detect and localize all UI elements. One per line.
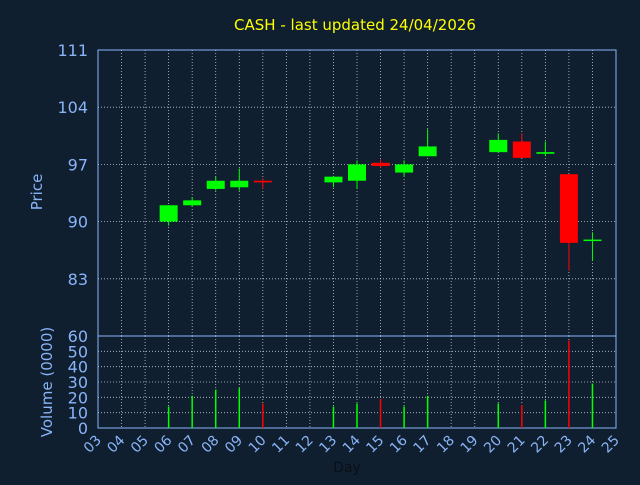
volume-tick-label: 0	[78, 419, 88, 438]
candle-body	[536, 152, 555, 154]
candle-body	[395, 164, 414, 173]
volume-bar	[356, 403, 358, 428]
volume-tick-label: 60	[68, 327, 88, 346]
volume-tick-label: 20	[68, 388, 88, 407]
volume-bar	[426, 395, 429, 428]
volume-bars-layer	[167, 340, 594, 428]
candle-body	[559, 174, 578, 243]
day-axis-label: Day	[333, 460, 361, 476]
price-axis-label: Price	[28, 174, 46, 211]
day-axis-ticks: 03 04 05 06 07 08 09 10 11 12 13 14 15 16 17 18 19 20 21 22…	[81, 432, 623, 456]
volume-bar	[544, 400, 547, 428]
candle-body	[583, 239, 602, 242]
candles-layer	[159, 129, 602, 271]
volume-tick-label: 40	[68, 358, 88, 377]
price-tick-label: 97	[68, 155, 88, 174]
price-tick-label: 111	[57, 41, 88, 60]
volume-grid	[98, 336, 616, 428]
candle-body	[512, 141, 531, 158]
volume-tick-label: 50	[68, 342, 88, 361]
candle-body	[489, 139, 508, 153]
volume-bar	[403, 406, 405, 428]
candle-body	[206, 180, 225, 189]
volume-bar	[497, 403, 500, 428]
candle-body	[418, 146, 437, 157]
price-axis-ticks: 111 104 97 90 83	[57, 41, 88, 289]
volume-bar	[568, 340, 570, 428]
price-tick-label: 83	[68, 270, 88, 289]
volume-bar	[262, 403, 264, 428]
chart-title: CASH - last updated 24/04/2026	[234, 16, 476, 34]
volume-bar	[521, 405, 523, 428]
candle-body	[159, 205, 178, 222]
price-tick-label: 90	[68, 213, 88, 232]
volume-bar	[591, 383, 594, 428]
volume-bar	[167, 406, 170, 428]
volume-bar	[238, 388, 241, 428]
volume-bar	[379, 398, 382, 428]
volume-tick-label: 10	[68, 404, 88, 423]
candle-body	[253, 180, 272, 183]
volume-bar	[214, 389, 217, 428]
candle-body	[230, 180, 249, 188]
price-tick-label: 104	[57, 98, 88, 117]
volume-axis-label: Volume (0000)	[38, 327, 56, 437]
candle-body	[324, 176, 343, 183]
volume-bar	[191, 395, 193, 428]
volume-tick-label: 30	[68, 373, 88, 392]
candle-body	[348, 164, 366, 181]
candle-body	[371, 162, 390, 167]
volume-bar	[332, 406, 335, 428]
candle-body	[183, 200, 202, 206]
